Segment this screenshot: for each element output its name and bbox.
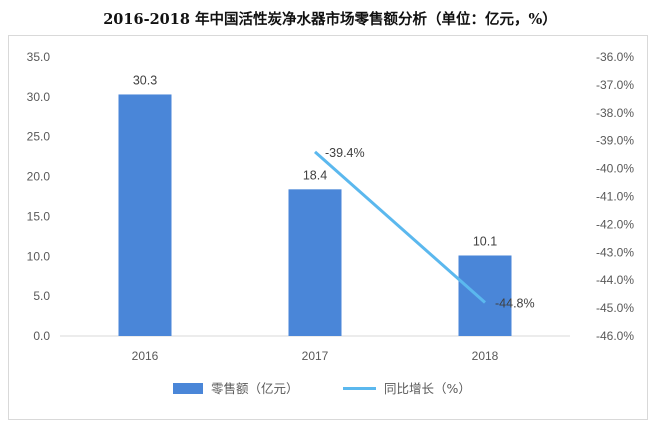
line-data-labels: -39.4% -44.8%: [325, 146, 535, 311]
y-right-tick-label: -42.0%: [596, 217, 634, 231]
y-right-tick-label: -37.0%: [596, 78, 634, 92]
x-tick-label: 2018: [472, 349, 499, 363]
legend-line-label: 同比增长（%）: [384, 381, 471, 396]
y-left-tick-label: 25.0: [27, 130, 51, 144]
bar: [458, 255, 512, 336]
y-right-tick-label: -45.0%: [596, 301, 634, 315]
line-data-label: -44.8%: [495, 297, 535, 311]
y-right-axis: -46.0% -45.0% -44.0% -43.0% -42.0% -41.0% -40.…: [596, 50, 634, 343]
y-left-tick-label: 35.0: [27, 50, 51, 64]
y-right-tick-label: -40.0%: [596, 162, 634, 176]
y-right-tick-label: -39.0%: [596, 134, 634, 148]
y-right-tick-label: -44.0%: [596, 273, 634, 287]
bar-data-label: 10.1: [473, 234, 497, 248]
bar: [288, 189, 342, 336]
y-right-tick-label: -46.0%: [596, 329, 634, 343]
x-tick-label: 2016: [132, 349, 159, 363]
line-data-label: -39.4%: [325, 146, 365, 160]
bar-data-label: 30.3: [133, 73, 157, 87]
bar-series: [118, 94, 512, 336]
y-right-tick-label: -43.0%: [596, 245, 634, 259]
growth-line: [314, 150, 486, 304]
y-left-tick-label: 5.0: [33, 289, 50, 303]
x-axis: 2016 2017 2018: [132, 349, 499, 363]
legend: 零售额（亿元） 同比增长（%）: [173, 381, 471, 396]
y-left-tick-label: 15.0: [27, 209, 51, 223]
bar: [118, 94, 172, 336]
y-right-tick-label: -36.0%: [596, 50, 634, 64]
y-right-tick-label: -41.0%: [596, 190, 634, 204]
y-left-tick-label: 0.0: [33, 329, 50, 343]
y-left-axis: 0.0 5.0 10.0 15.0 20.0 25.0 30.0 35.0: [27, 50, 51, 343]
chart-title: 2016-2018 年中国活性炭净水器市场零售额分析（单位：亿元，%）: [103, 11, 557, 28]
bar-data-labels: 30.3 18.4 10.1: [133, 73, 497, 248]
y-right-tick-label: -38.0%: [596, 106, 634, 120]
legend-bar-swatch: [173, 383, 203, 394]
x-tick-label: 2017: [302, 349, 329, 363]
y-left-tick-label: 20.0: [27, 170, 51, 184]
y-left-tick-label: 30.0: [27, 90, 51, 104]
legend-bar-label: 零售额（亿元）: [211, 381, 299, 396]
chart-frame: [8, 35, 648, 420]
y-left-tick-label: 10.0: [27, 249, 51, 263]
bar-data-label: 18.4: [303, 168, 327, 182]
line-series: [314, 150, 486, 304]
